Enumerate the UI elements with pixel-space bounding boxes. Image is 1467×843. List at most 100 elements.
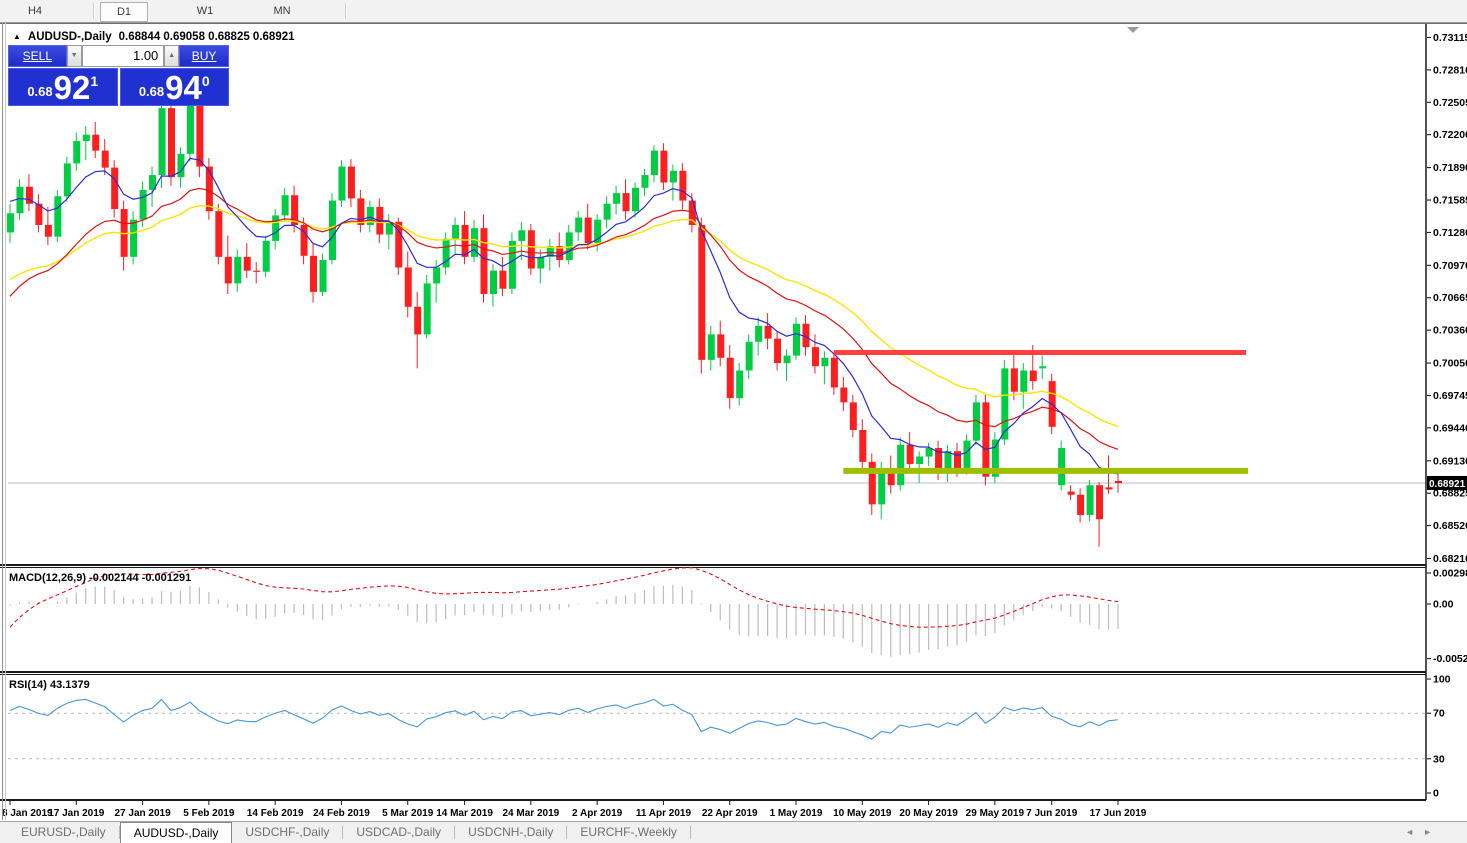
- sell-button[interactable]: SELL: [8, 45, 67, 67]
- candle-bullish: [16, 186, 24, 214]
- volume-increase-button[interactable]: ▲: [164, 45, 180, 67]
- chart-symbol-label: AUDUSD-,Daily: [27, 31, 112, 43]
- pane-separator: [0, 799, 1426, 801]
- candle-bullish: [972, 402, 980, 441]
- tab-scroll-arrows[interactable]: ◄►: [1405, 827, 1441, 837]
- candle-bullish: [234, 256, 242, 284]
- macd-indicator-label: MACD(12,26,9) -0.002144 -0.001291: [9, 572, 192, 584]
- candle-bearish: [35, 203, 43, 225]
- candle-bearish: [982, 402, 990, 477]
- candle-bearish: [120, 209, 128, 257]
- candle-bearish: [25, 186, 33, 204]
- candle-bearish: [811, 347, 819, 367]
- macd-tick-label: 0.002984: [1433, 567, 1467, 579]
- candle-bullish: [594, 219, 602, 244]
- price-tick-label: 0.69745: [1433, 390, 1467, 402]
- candle-bullish: [130, 219, 138, 257]
- timeframe-button-w1[interactable]: W1: [196, 5, 214, 17]
- ma-slow-line: [9, 205, 1119, 428]
- candle-bearish: [357, 198, 365, 225]
- chart-tab-audusd[interactable]: AUDUSD-,Daily: [119, 822, 233, 843]
- chart-tab-usdcad[interactable]: USDCAD-,Daily: [356, 825, 442, 839]
- volume-input[interactable]: 1.00: [81, 45, 165, 67]
- candle-bullish: [1020, 370, 1028, 392]
- timeframe-button-mn[interactable]: MN: [273, 5, 291, 17]
- candle-bearish: [196, 104, 204, 167]
- timeframe-button-h4[interactable]: H4: [27, 5, 43, 17]
- window-frame-left-highlight: [5, 23, 6, 820]
- candle-bullish: [613, 193, 621, 204]
- candle-bullish: [546, 246, 554, 257]
- buy-quote-display[interactable]: 0.68 94 0: [119, 68, 229, 106]
- macd-signal-line: [9, 567, 1119, 628]
- pane-separator: [0, 567, 1426, 568]
- candle-bullish: [272, 215, 280, 241]
- chart-tab-eurchf[interactable]: EURCHF-,Weekly: [580, 825, 677, 839]
- candle-bullish: [1058, 448, 1066, 486]
- candle-bullish: [1001, 368, 1009, 440]
- date-tick-label: 1 May 2019: [770, 808, 823, 819]
- date-tick-label: 11 Apr 2019: [636, 808, 692, 819]
- candle-bullish: [186, 104, 194, 154]
- sell-quote-display[interactable]: 0.68 92 1: [8, 68, 118, 106]
- date-tick-label: 24 Feb 2019: [313, 808, 370, 819]
- chart-title: ▲ AUDUSD-,Daily 0.68844 0.69058 0.68825 …: [13, 31, 295, 43]
- date-tick-label: 17 Jun 2019: [1090, 808, 1147, 819]
- date-tick-label: 7 Jun 2019: [1026, 808, 1078, 819]
- candle-bearish: [868, 461, 876, 505]
- candle-bearish: [480, 228, 488, 295]
- volume-decrease-button[interactable]: ▼: [66, 45, 82, 67]
- pane-separator: [0, 564, 1426, 566]
- candle-bearish: [1077, 494, 1085, 515]
- candle-bearish: [887, 469, 895, 486]
- candle-bullish: [707, 334, 715, 360]
- price-tick-label: 0.71585: [1433, 195, 1467, 207]
- candle-bearish: [44, 224, 52, 237]
- candle-bearish: [205, 166, 213, 212]
- candle-bullish: [537, 256, 545, 269]
- tab-separator: [689, 826, 691, 839]
- candle-bullish: [139, 189, 147, 220]
- candle-bullish: [63, 163, 71, 197]
- candle-bullish: [745, 341, 753, 371]
- candle-bearish: [849, 402, 857, 430]
- buy-quote-pips: 94: [165, 69, 202, 106]
- candle-bearish: [679, 170, 687, 201]
- date-tick-label: 17 Jan 2019: [48, 808, 105, 819]
- tab-separator: [454, 826, 456, 839]
- macd-tick-label: -0.005256: [1433, 653, 1467, 665]
- candle-bearish: [461, 224, 469, 257]
- candle-bullish: [508, 240, 516, 289]
- macd-tick-label: 0.00: [1433, 599, 1454, 611]
- candle-bearish: [404, 267, 412, 307]
- tab-separator: [118, 826, 120, 839]
- candle-bearish: [717, 334, 725, 358]
- candle-bearish: [764, 325, 772, 339]
- candle-bullish: [328, 200, 336, 261]
- candle-bullish: [158, 108, 166, 176]
- candle-bearish: [111, 167, 119, 210]
- buy-quote-point: 0: [201, 73, 210, 89]
- candle-bearish: [802, 323, 810, 348]
- candle-bearish: [167, 108, 175, 178]
- collapse-icon[interactable]: ▲: [13, 31, 21, 41]
- rsi-tick-label: 30: [1433, 753, 1445, 765]
- timeframe-button-d1[interactable]: D1: [100, 2, 148, 22]
- buy-button[interactable]: BUY: [179, 45, 229, 67]
- candle-bullish: [1086, 485, 1094, 515]
- rsi-tick-label: 70: [1433, 708, 1445, 720]
- chart-tab-eurusd[interactable]: EURUSD-,Daily: [21, 825, 106, 839]
- chart-tab-usdcnh[interactable]: USDCNH-,Daily: [468, 825, 554, 839]
- tab-scroll-left-icon[interactable]: ◄: [1405, 827, 1424, 837]
- candle-bearish: [698, 224, 706, 360]
- chart-tab-usdchf[interactable]: USDCHF-,Daily: [245, 825, 330, 839]
- candle-bullish: [783, 355, 791, 364]
- ma-fast-line: [9, 157, 1119, 475]
- candle-bearish: [774, 338, 782, 364]
- tab-scroll-right-icon[interactable]: ►: [1423, 827, 1441, 837]
